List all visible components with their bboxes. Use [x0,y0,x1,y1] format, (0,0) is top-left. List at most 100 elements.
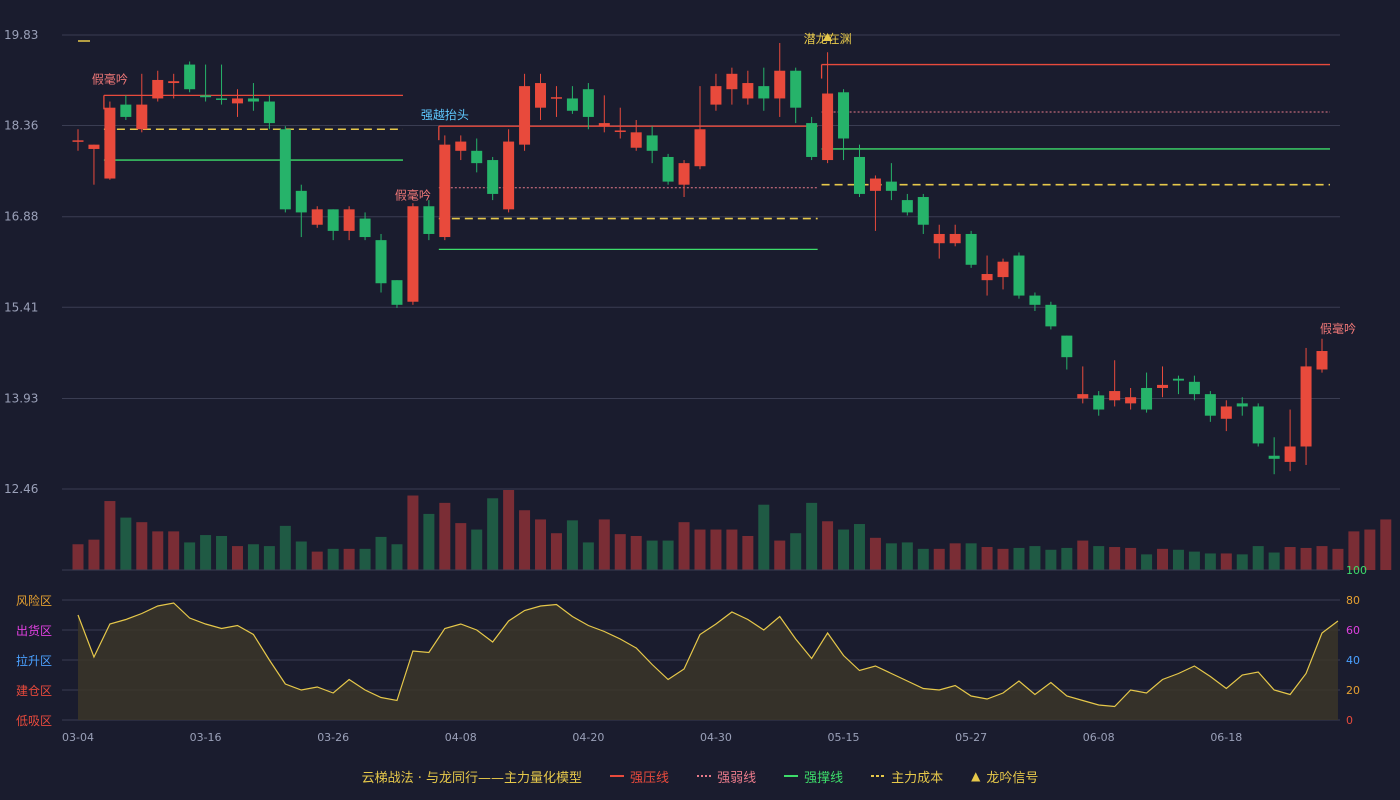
osc-zone-label: 拉升区 [16,653,52,668]
x-tick-label: 03-16 [190,731,222,744]
volume-bar [774,540,786,570]
legend-label-weak: 强弱线 [717,770,757,786]
candle-body [423,206,435,234]
volume-bar [582,542,594,570]
volume-bar [1236,554,1248,570]
volume-bar [869,537,881,570]
chart-svg: 19.8318.3616.8815.4113.9312.46假毫吟强越抬头假毫吟… [4,28,1392,744]
candle-body [471,150,483,164]
volume-bar [694,529,706,570]
candle-body [1029,295,1041,305]
cost-line-swatch [871,775,886,777]
volume-bar [503,490,515,570]
x-tick-label: 04-08 [445,731,477,744]
weak-line-swatch [697,775,712,777]
x-tick-label: 05-27 [955,731,987,744]
volume-bar [136,522,148,570]
volume-bar [327,548,339,570]
legend-item-resist: 强压线 [610,767,669,786]
candle-body [1252,406,1264,444]
volume-bar [1157,548,1169,570]
volume-bar [407,495,419,570]
volume-bar [1125,547,1137,570]
volume-bar [1045,549,1057,570]
volume-bar [375,536,387,570]
candle-body [901,200,913,213]
candle-body [359,218,371,238]
candle-body [1316,351,1328,370]
legend-item-cost: 主力成本 [871,767,943,786]
candle-body [72,140,84,142]
volume-bar [423,513,435,570]
candle-body [678,163,690,185]
candle-body [327,209,339,231]
candle-body [758,86,770,99]
legend-label-resist: 强压线 [630,770,670,786]
candle-body [710,86,722,105]
candle-body [694,129,706,167]
candle-body [200,95,212,98]
volume-bar [614,534,626,570]
candle-body [391,280,403,305]
candle-body [550,97,562,99]
volume-bar [853,524,865,570]
volume-bar [231,546,243,570]
candle-body [933,233,945,244]
candle-body [566,98,578,111]
volume-bar [439,502,451,570]
candle-body [1045,304,1057,327]
volume-bar [1364,529,1376,570]
volume-bar [471,529,483,570]
candle-body [614,130,626,132]
candle-body [247,98,259,102]
candle-body [917,197,929,225]
volume-bar [1172,549,1184,570]
volume-bar [455,523,467,570]
candle-body [838,92,850,139]
volume-bar [1029,546,1041,570]
candle-body [487,160,499,194]
candle-body [662,156,674,182]
y-tick-label: 15.41 [4,300,38,314]
volume-bar [216,535,228,570]
candle-body [216,98,228,100]
candle-body [949,233,961,244]
candle-body [263,101,275,124]
candle-body [1220,406,1232,419]
volume-bar [247,544,259,570]
candle-body [1077,394,1089,399]
volume-bar [901,542,913,570]
volume-bar [1061,547,1073,570]
candle-body [455,141,467,151]
candle-body [311,209,323,225]
resist-line-swatch [610,775,625,777]
osc-tick-label: 0 [1346,714,1353,727]
osc-zone-label: 风险区 [16,593,52,608]
volume-bar [566,520,578,570]
legend-label-cost: 主力成本 [891,770,944,786]
legend-item-signal: ▲ 龙吟信号 [971,767,1038,786]
volume-bar [1284,547,1296,570]
candle-body [439,144,451,238]
candle-body [168,81,180,84]
osc-tick-label: 100 [1346,564,1367,577]
candle-body [790,70,802,108]
volume-bar [391,544,403,570]
signal-label: 强越抬头 [421,108,469,122]
candle-body [981,274,993,281]
volume-bar [1316,546,1328,570]
volume-bar [88,539,100,570]
candle-body [104,107,116,179]
x-tick-label: 04-30 [700,731,732,744]
volume-bar [263,546,275,570]
x-tick-label: 06-18 [1210,731,1242,744]
y-tick-label: 19.83 [4,28,38,42]
volume-bar [535,519,547,570]
volume-bar [1348,531,1360,570]
candle-body [1013,255,1025,296]
x-tick-label: 03-04 [62,731,94,744]
legend-item-support: 强撑线 [784,767,843,786]
legend: 云梯战法 · 与龙同行——主力量化模型 强压线 强弱线 强撑线 主力成本 ▲ 龙… [0,764,1400,788]
candle-body [1300,366,1312,447]
candle-body [742,83,754,99]
